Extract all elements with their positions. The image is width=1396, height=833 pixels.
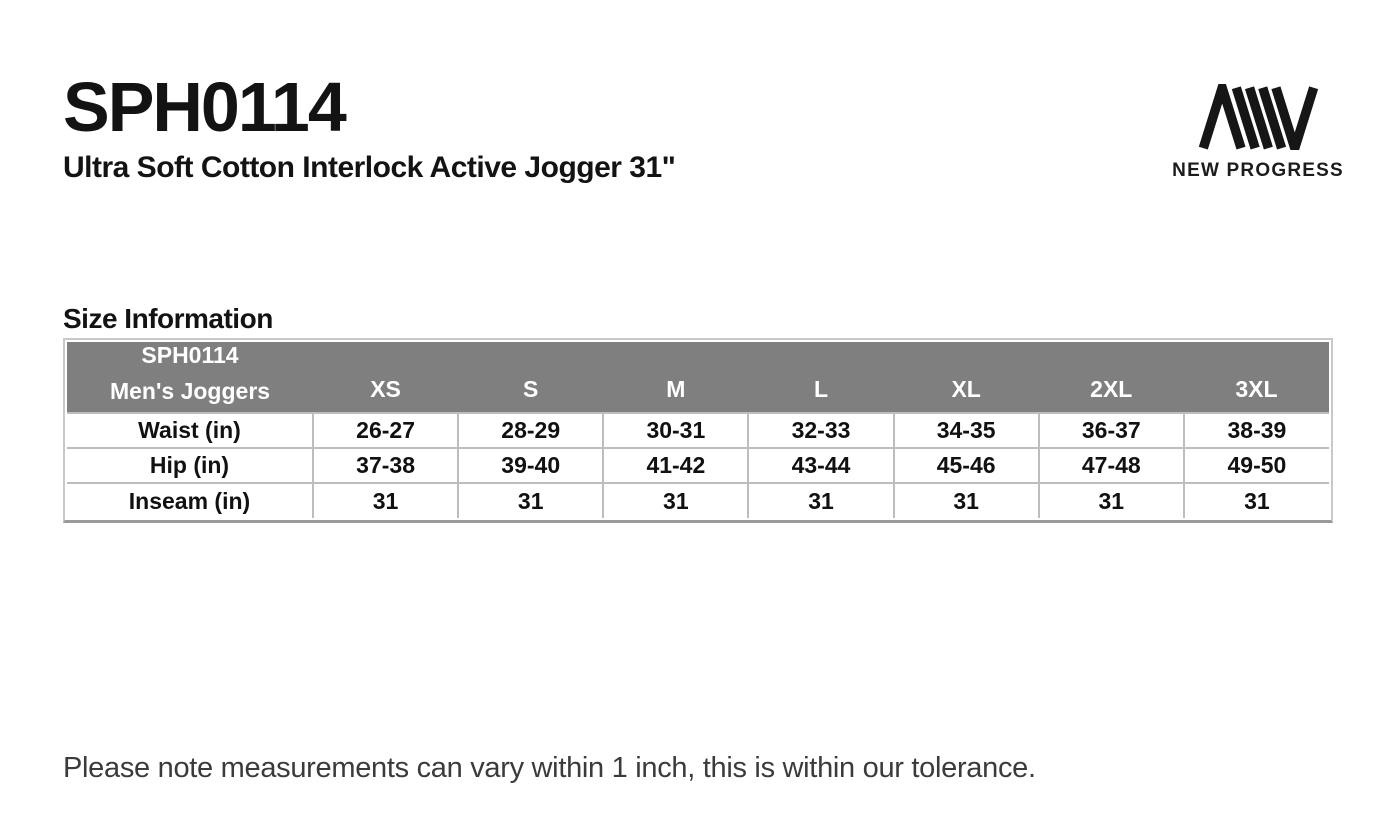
- brand-name: NEW PROGRESS: [1172, 160, 1344, 181]
- size-table-header-row: SPH0114 Men's Joggers XS S M L XL 2XL 3X…: [67, 342, 1329, 413]
- table-corner-product-code: SPH0114: [141, 342, 239, 368]
- size-column-header-s: S: [458, 342, 604, 413]
- inseam-xl: 31: [892, 482, 1040, 518]
- size-column-header-m: M: [603, 342, 749, 413]
- hip-2xl: 47-48: [1037, 447, 1185, 484]
- hip-3xl: 49-50: [1182, 447, 1329, 484]
- hip-s: 39-40: [457, 447, 605, 484]
- hip-l: 43-44: [747, 447, 895, 484]
- size-table-container: SPH0114 Men's Joggers XS S M L XL 2XL 3X…: [63, 338, 1333, 523]
- hip-xs: 37-38: [311, 447, 460, 484]
- brand-logo-icon: [1198, 84, 1319, 150]
- table-row-waist: Waist (in) 26-27 28-29 30-31 32-33 34-35…: [67, 412, 1329, 449]
- size-column-header-xl: XL: [893, 342, 1039, 413]
- size-information-heading: Size Information: [63, 303, 273, 334]
- inseam-m: 31: [602, 482, 750, 518]
- inseam-3xl: 31: [1182, 482, 1329, 518]
- product-name-subtitle: Ultra Soft Cotton Interlock Active Jogge…: [63, 151, 676, 184]
- row-label-hip: Hip (in): [67, 447, 314, 484]
- table-row-inseam: Inseam (in) 31 31 31 31 31 31 31: [67, 482, 1329, 518]
- row-label-inseam: Inseam (in): [67, 482, 314, 518]
- table-row-hip: Hip (in) 37-38 39-40 41-42 43-44 45-46 4…: [67, 447, 1329, 484]
- waist-xl: 34-35: [892, 412, 1040, 449]
- waist-xs: 26-27: [311, 412, 460, 449]
- size-column-header-l: L: [748, 342, 894, 413]
- waist-s: 28-29: [457, 412, 605, 449]
- waist-l: 32-33: [747, 412, 895, 449]
- inseam-2xl: 31: [1037, 482, 1185, 518]
- title-block: SPH0114 Ultra Soft Cotton Interlock Acti…: [63, 68, 676, 185]
- inseam-l: 31: [747, 482, 895, 518]
- product-code-title: SPH0114: [63, 68, 347, 146]
- size-column-header-2xl: 2XL: [1038, 342, 1184, 413]
- waist-3xl: 38-39: [1182, 412, 1329, 449]
- size-table: SPH0114 Men's Joggers XS S M L XL 2XL 3X…: [67, 342, 1329, 518]
- page-header: SPH0114 Ultra Soft Cotton Interlock Acti…: [63, 0, 1343, 185]
- waist-2xl: 36-37: [1037, 412, 1185, 449]
- tolerance-note: Please note measurements can vary within…: [63, 752, 1036, 784]
- table-corner-cell: SPH0114 Men's Joggers: [67, 342, 313, 413]
- waist-m: 30-31: [602, 412, 750, 449]
- size-column-header-xs: XS: [313, 342, 459, 413]
- inseam-xs: 31: [311, 482, 460, 518]
- hip-xl: 45-46: [892, 447, 1040, 484]
- hip-m: 41-42: [602, 447, 750, 484]
- brand-logo: NEW PROGRESS: [1172, 84, 1343, 182]
- inseam-s: 31: [457, 482, 605, 518]
- size-column-header-3xl: 3XL: [1183, 342, 1329, 413]
- table-corner-category: Men's Joggers: [109, 378, 271, 404]
- row-label-waist: Waist (in): [67, 412, 314, 449]
